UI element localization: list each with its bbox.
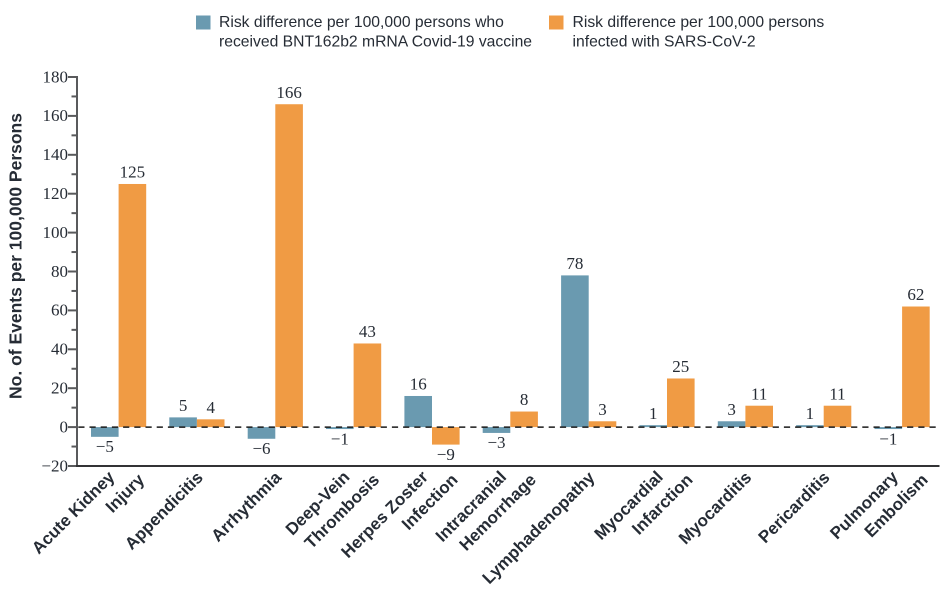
svg-text:3: 3 xyxy=(598,400,607,419)
svg-text:−6: −6 xyxy=(252,439,270,458)
svg-text:78: 78 xyxy=(566,254,583,273)
svg-text:11: 11 xyxy=(751,384,767,403)
svg-text:60: 60 xyxy=(51,301,68,320)
svg-text:3: 3 xyxy=(727,400,736,419)
svg-text:16: 16 xyxy=(410,375,427,394)
svg-text:4: 4 xyxy=(206,398,215,417)
svg-text:−3: −3 xyxy=(487,433,505,452)
svg-text:160: 160 xyxy=(43,106,69,125)
svg-text:1: 1 xyxy=(649,404,658,423)
svg-text:infected with SARS-CoV-2: infected with SARS-CoV-2 xyxy=(573,33,756,50)
svg-text:−20: −20 xyxy=(41,456,68,475)
svg-text:125: 125 xyxy=(120,163,146,182)
svg-text:−9: −9 xyxy=(437,445,455,464)
svg-text:Risk difference per 100,000 pe: Risk difference per 100,000 persons who xyxy=(219,14,504,31)
svg-text:40: 40 xyxy=(51,340,68,359)
svg-text:62: 62 xyxy=(907,285,924,304)
svg-text:8: 8 xyxy=(520,390,529,409)
svg-text:−1: −1 xyxy=(331,429,349,448)
svg-text:No. of Events per 100,000 Pers: No. of Events per 100,000 Persons xyxy=(6,113,26,399)
svg-text:180: 180 xyxy=(43,67,69,86)
svg-text:received BNT162b2 mRNA Covid-1: received BNT162b2 mRNA Covid-19 vaccine xyxy=(219,33,532,50)
svg-text:5: 5 xyxy=(179,396,188,415)
svg-text:166: 166 xyxy=(276,83,302,102)
svg-text:Risk difference per 100,000 pe: Risk difference per 100,000 persons xyxy=(573,14,825,31)
svg-text:100: 100 xyxy=(43,223,69,242)
svg-text:−1: −1 xyxy=(879,429,897,448)
svg-text:20: 20 xyxy=(51,379,68,398)
svg-text:−5: −5 xyxy=(96,437,114,456)
svg-text:80: 80 xyxy=(51,262,68,281)
svg-text:0: 0 xyxy=(60,417,69,436)
svg-text:43: 43 xyxy=(359,322,376,341)
svg-text:11: 11 xyxy=(829,384,845,403)
svg-text:140: 140 xyxy=(43,145,69,164)
svg-text:1: 1 xyxy=(806,404,815,423)
svg-text:25: 25 xyxy=(672,357,689,376)
svg-text:120: 120 xyxy=(43,184,69,203)
